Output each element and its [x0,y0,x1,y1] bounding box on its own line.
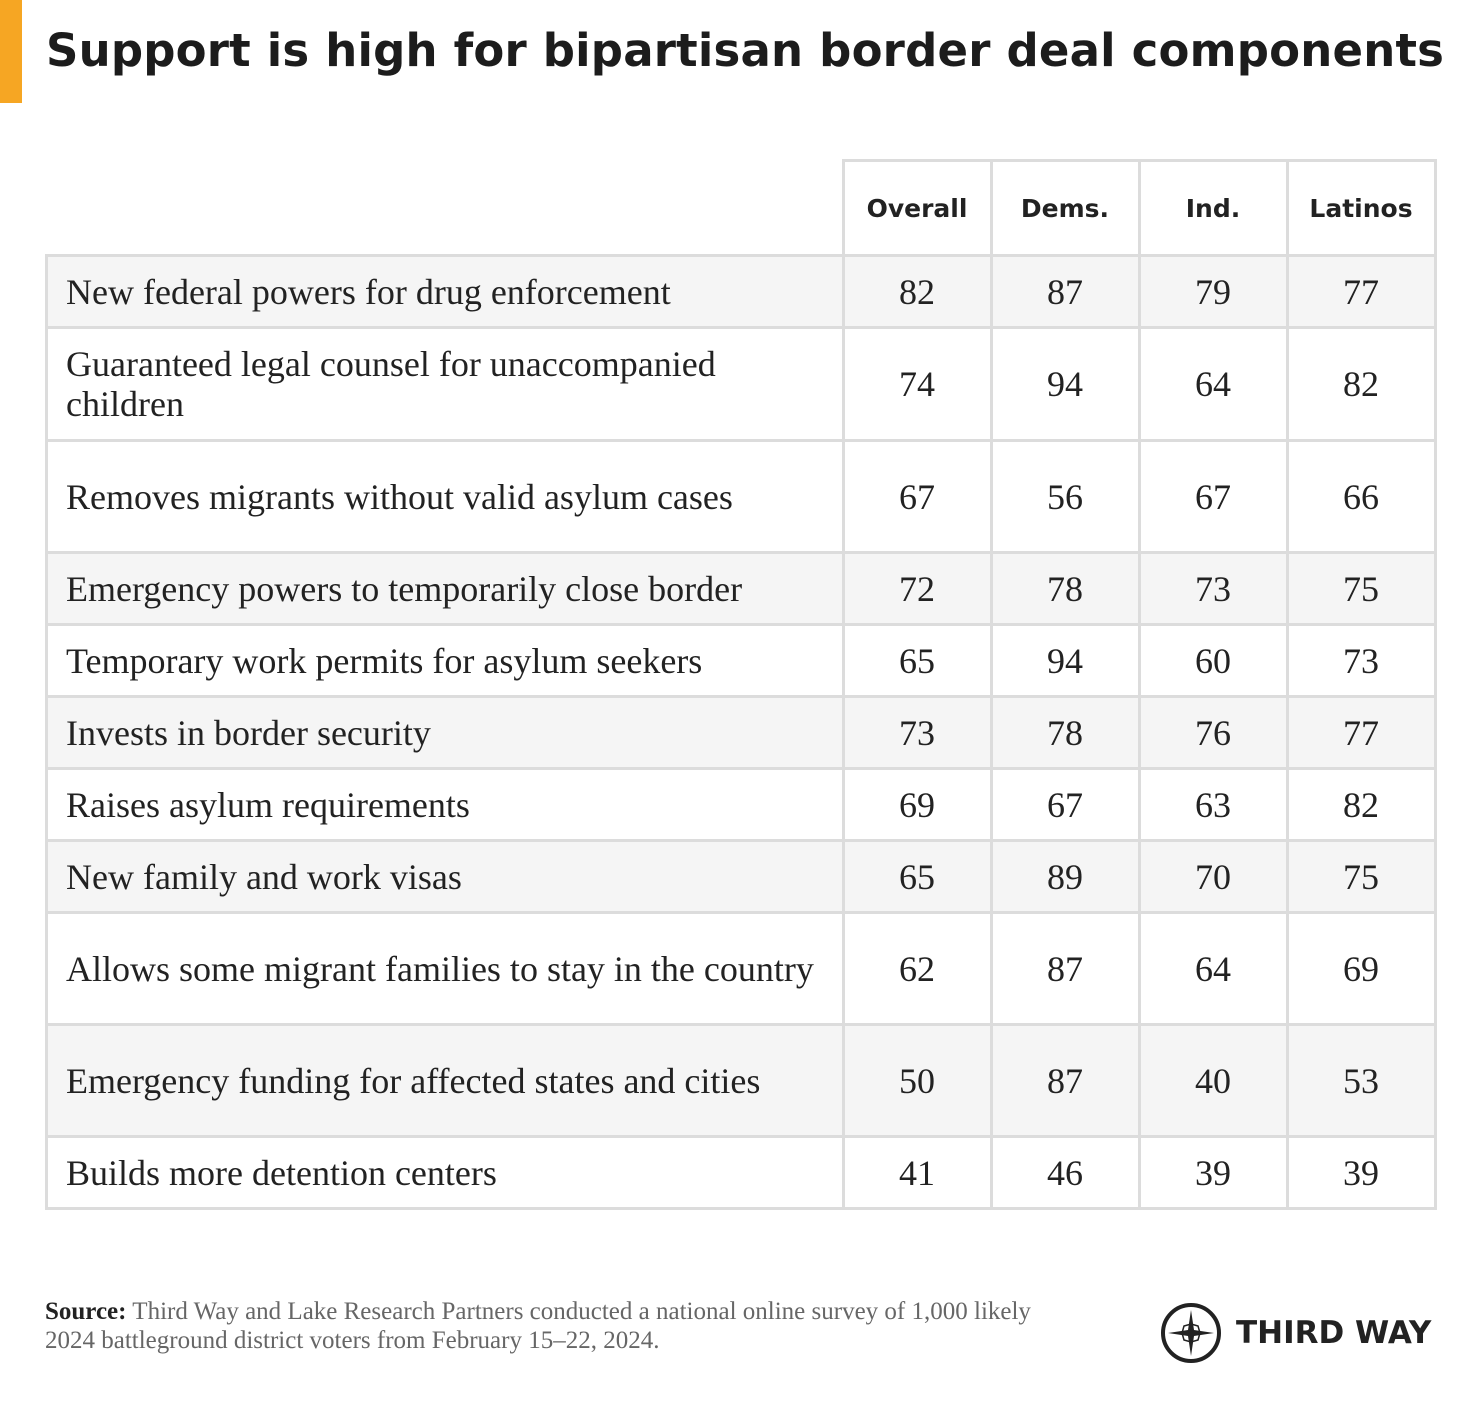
cell-value: 75 [1285,839,1437,914]
column-header: Dems. [989,159,1141,257]
column-header: Overall [841,159,993,257]
cell-value: 67 [989,767,1141,842]
source-label: Source: [45,1298,127,1325]
table-row: Removes migrants without valid asylum ca… [45,439,1437,554]
cell-value: 39 [1285,1135,1437,1210]
cell-value: 72 [841,551,993,626]
source-note: Source: Third Way and Lake Research Part… [45,1297,1035,1355]
row-label: Guaranteed legal counsel for unaccompani… [45,326,845,442]
blank-header [46,160,843,257]
cell-value: 73 [1285,623,1437,698]
cell-value: 40 [1137,1023,1289,1138]
cell-value: 66 [1285,439,1437,554]
cell-value: 41 [841,1135,993,1210]
logo: THIRD WAY [1160,1302,1431,1364]
accent-bar [0,0,22,103]
cell-value: 67 [1137,439,1289,554]
cell-value: 64 [1137,326,1289,442]
row-label: Removes migrants without valid asylum ca… [45,439,845,554]
cell-value: 82 [841,254,993,329]
row-label: New federal powers for drug enforcement [45,254,845,329]
source-text: Third Way and Lake Research Partners con… [45,1298,1031,1354]
cell-value: 39 [1137,1135,1289,1210]
cell-value: 82 [1285,326,1437,442]
cell-value: 78 [989,551,1141,626]
table-row: Builds more detention centers 41 46 39 39 [45,1135,1437,1210]
cell-value: 87 [989,254,1141,329]
row-label: Raises asylum requirements [45,767,845,842]
column-header: Ind. [1137,159,1289,257]
cell-value: 76 [1137,695,1289,770]
row-label: Allows some migrant families to stay in … [45,911,845,1026]
cell-value: 94 [989,326,1141,442]
row-label: Emergency powers to temporarily close bo… [45,551,845,626]
cell-value: 82 [1285,767,1437,842]
cell-value: 69 [841,767,993,842]
cell-value: 62 [841,911,993,1026]
title: Support is high for bipartisan border de… [46,24,1445,77]
table-head: Overall Dems. Ind. Latinos [46,159,1437,257]
cell-value: 50 [841,1023,993,1138]
table-row: Emergency funding for affected states an… [45,1023,1437,1138]
table-row: Invests in border security 73 78 76 77 [45,695,1437,770]
table-row: New family and work visas 65 89 70 75 [45,839,1437,914]
table-row: Allows some migrant families to stay in … [45,911,1437,1026]
cell-value: 53 [1285,1023,1437,1138]
header-row: Overall Dems. Ind. Latinos [46,159,1437,257]
data-table: Overall Dems. Ind. Latinos New federal powe… [45,159,1437,1210]
row-label: Builds more detention centers [45,1135,845,1210]
logo-text: THIRD WAY [1236,1315,1432,1351]
cell-value: 63 [1137,767,1289,842]
table-row: Emergency powers to temporarily close bo… [45,551,1437,626]
cell-value: 70 [1137,839,1289,914]
cell-value: 67 [841,439,993,554]
cell-value: 65 [841,839,993,914]
cell-value: 65 [841,623,993,698]
table-body: New federal powers for drug enforcement 8… [45,254,1437,1210]
row-label: New family and work visas [45,839,845,914]
cell-value: 87 [989,1023,1141,1138]
cell-value: 64 [1137,911,1289,1026]
cell-value: 60 [1137,623,1289,698]
table-row: Raises asylum requirements 69 67 63 82 [45,767,1437,842]
row-label: Emergency funding for affected states an… [45,1023,845,1138]
table-row: Guaranteed legal counsel for unaccompani… [45,326,1437,442]
cell-value: 73 [841,695,993,770]
logo-compass [1161,1303,1221,1363]
cell-value: 77 [1285,695,1437,770]
cell-value: 79 [1137,254,1289,329]
table-row: New federal powers for drug enforcement 8… [45,254,1437,329]
cell-value: 94 [989,623,1141,698]
cell-value: 73 [1137,551,1289,626]
column-header: Latinos [1285,159,1437,257]
cell-value: 46 [989,1135,1141,1210]
cell-value: 77 [1285,254,1437,329]
table-row: Temporary work permits for asylum seeker… [45,623,1437,698]
cell-value: 78 [989,695,1141,770]
row-label: Invests in border security [45,695,845,770]
cell-value: 89 [989,839,1141,914]
row-label: Temporary work permits for asylum seeker… [45,623,845,698]
cell-value: 56 [989,439,1141,554]
cell-value: 74 [841,326,993,442]
cell-value: 75 [1285,551,1437,626]
cell-value: 69 [1285,911,1437,1026]
cell-value: 87 [989,911,1141,1026]
